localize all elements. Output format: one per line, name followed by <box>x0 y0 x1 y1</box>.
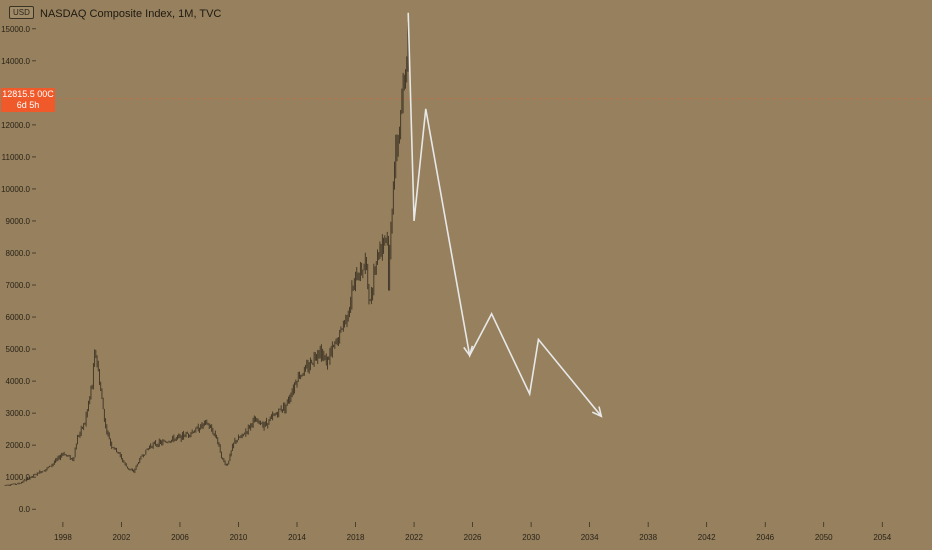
y-tick-label: 3000.0 <box>6 409 31 418</box>
x-tick-label: 2034 <box>581 533 599 542</box>
x-axis: 1998 2002 2006 2010 2014 2018 2022 2026 2030 2034… <box>54 522 892 542</box>
y-tick-label: 9000.0 <box>6 217 31 226</box>
y-tick-label: 0.0 <box>19 505 31 514</box>
x-tick-label: 2006 <box>171 533 189 542</box>
y-tick-label: 5000.0 <box>6 345 31 354</box>
x-tick-label: 2054 <box>873 533 891 542</box>
price-tag-change: 00C <box>37 89 54 99</box>
currency-label: USD <box>9 6 34 19</box>
history-series <box>3 21 409 486</box>
x-tick-label: 2026 <box>464 533 482 542</box>
price-tag-price: 12815.5 <box>2 89 35 99</box>
x-tick-label: 2030 <box>522 533 540 542</box>
y-tick-label: 4000.0 <box>6 377 31 386</box>
x-tick-label: 2010 <box>230 533 248 542</box>
y-axis: 0.0 1000.0 2000.0 3000.0 4000.0 5000.0 6000.0 7… <box>1 25 36 514</box>
price-tag-countdown: 6d 5h <box>16 100 40 110</box>
y-tick-label: 10000.0 <box>1 185 30 194</box>
x-tick-label: 2050 <box>815 533 833 542</box>
projection-series <box>407 12 603 418</box>
x-tick-label: 1998 <box>54 533 72 542</box>
y-tick-label: 6000.0 <box>6 313 31 322</box>
y-tick-label: 7000.0 <box>6 281 31 290</box>
y-tick-label: 12000.0 <box>1 121 30 130</box>
y-tick-label: 14000.0 <box>1 57 30 66</box>
x-tick-label: 2022 <box>405 533 423 542</box>
x-tick-label: 2042 <box>698 533 716 542</box>
y-tick-label: 1000.0 <box>6 473 31 482</box>
chart-title: NASDAQ Composite Index, 1M, TVC <box>40 8 222 20</box>
y-tick-label: 15000.0 <box>1 25 30 34</box>
x-tick-label: 2038 <box>639 533 657 542</box>
x-tick-label: 2018 <box>347 533 365 542</box>
projection-line <box>407 12 602 417</box>
price-tag: 12815.5 00C 6d 5h <box>1 88 55 112</box>
projection-arrowhead <box>591 406 603 418</box>
x-tick-label: 2002 <box>113 533 131 542</box>
projection-arrowhead <box>463 345 474 358</box>
x-tick-label: 2046 <box>756 533 774 542</box>
y-tick-label: 2000.0 <box>6 441 31 450</box>
y-tick-label: 8000.0 <box>6 249 31 258</box>
x-tick-label: 2014 <box>288 533 306 542</box>
y-tick-label: 11000.0 <box>2 153 31 162</box>
